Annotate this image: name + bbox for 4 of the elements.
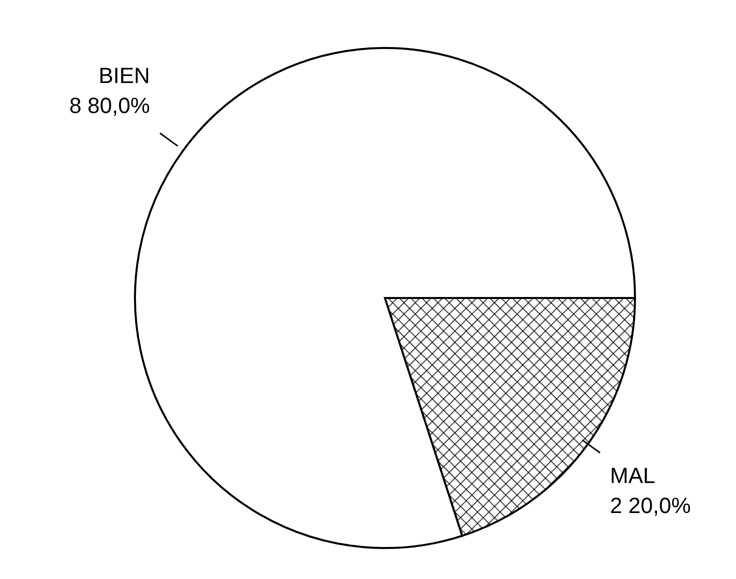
slice-label: MAL [610, 462, 656, 488]
data-label: 8 80,0% [69, 93, 150, 118]
slice-label: BIEN [98, 63, 150, 88]
data-label: 2 20,0% [610, 492, 691, 518]
